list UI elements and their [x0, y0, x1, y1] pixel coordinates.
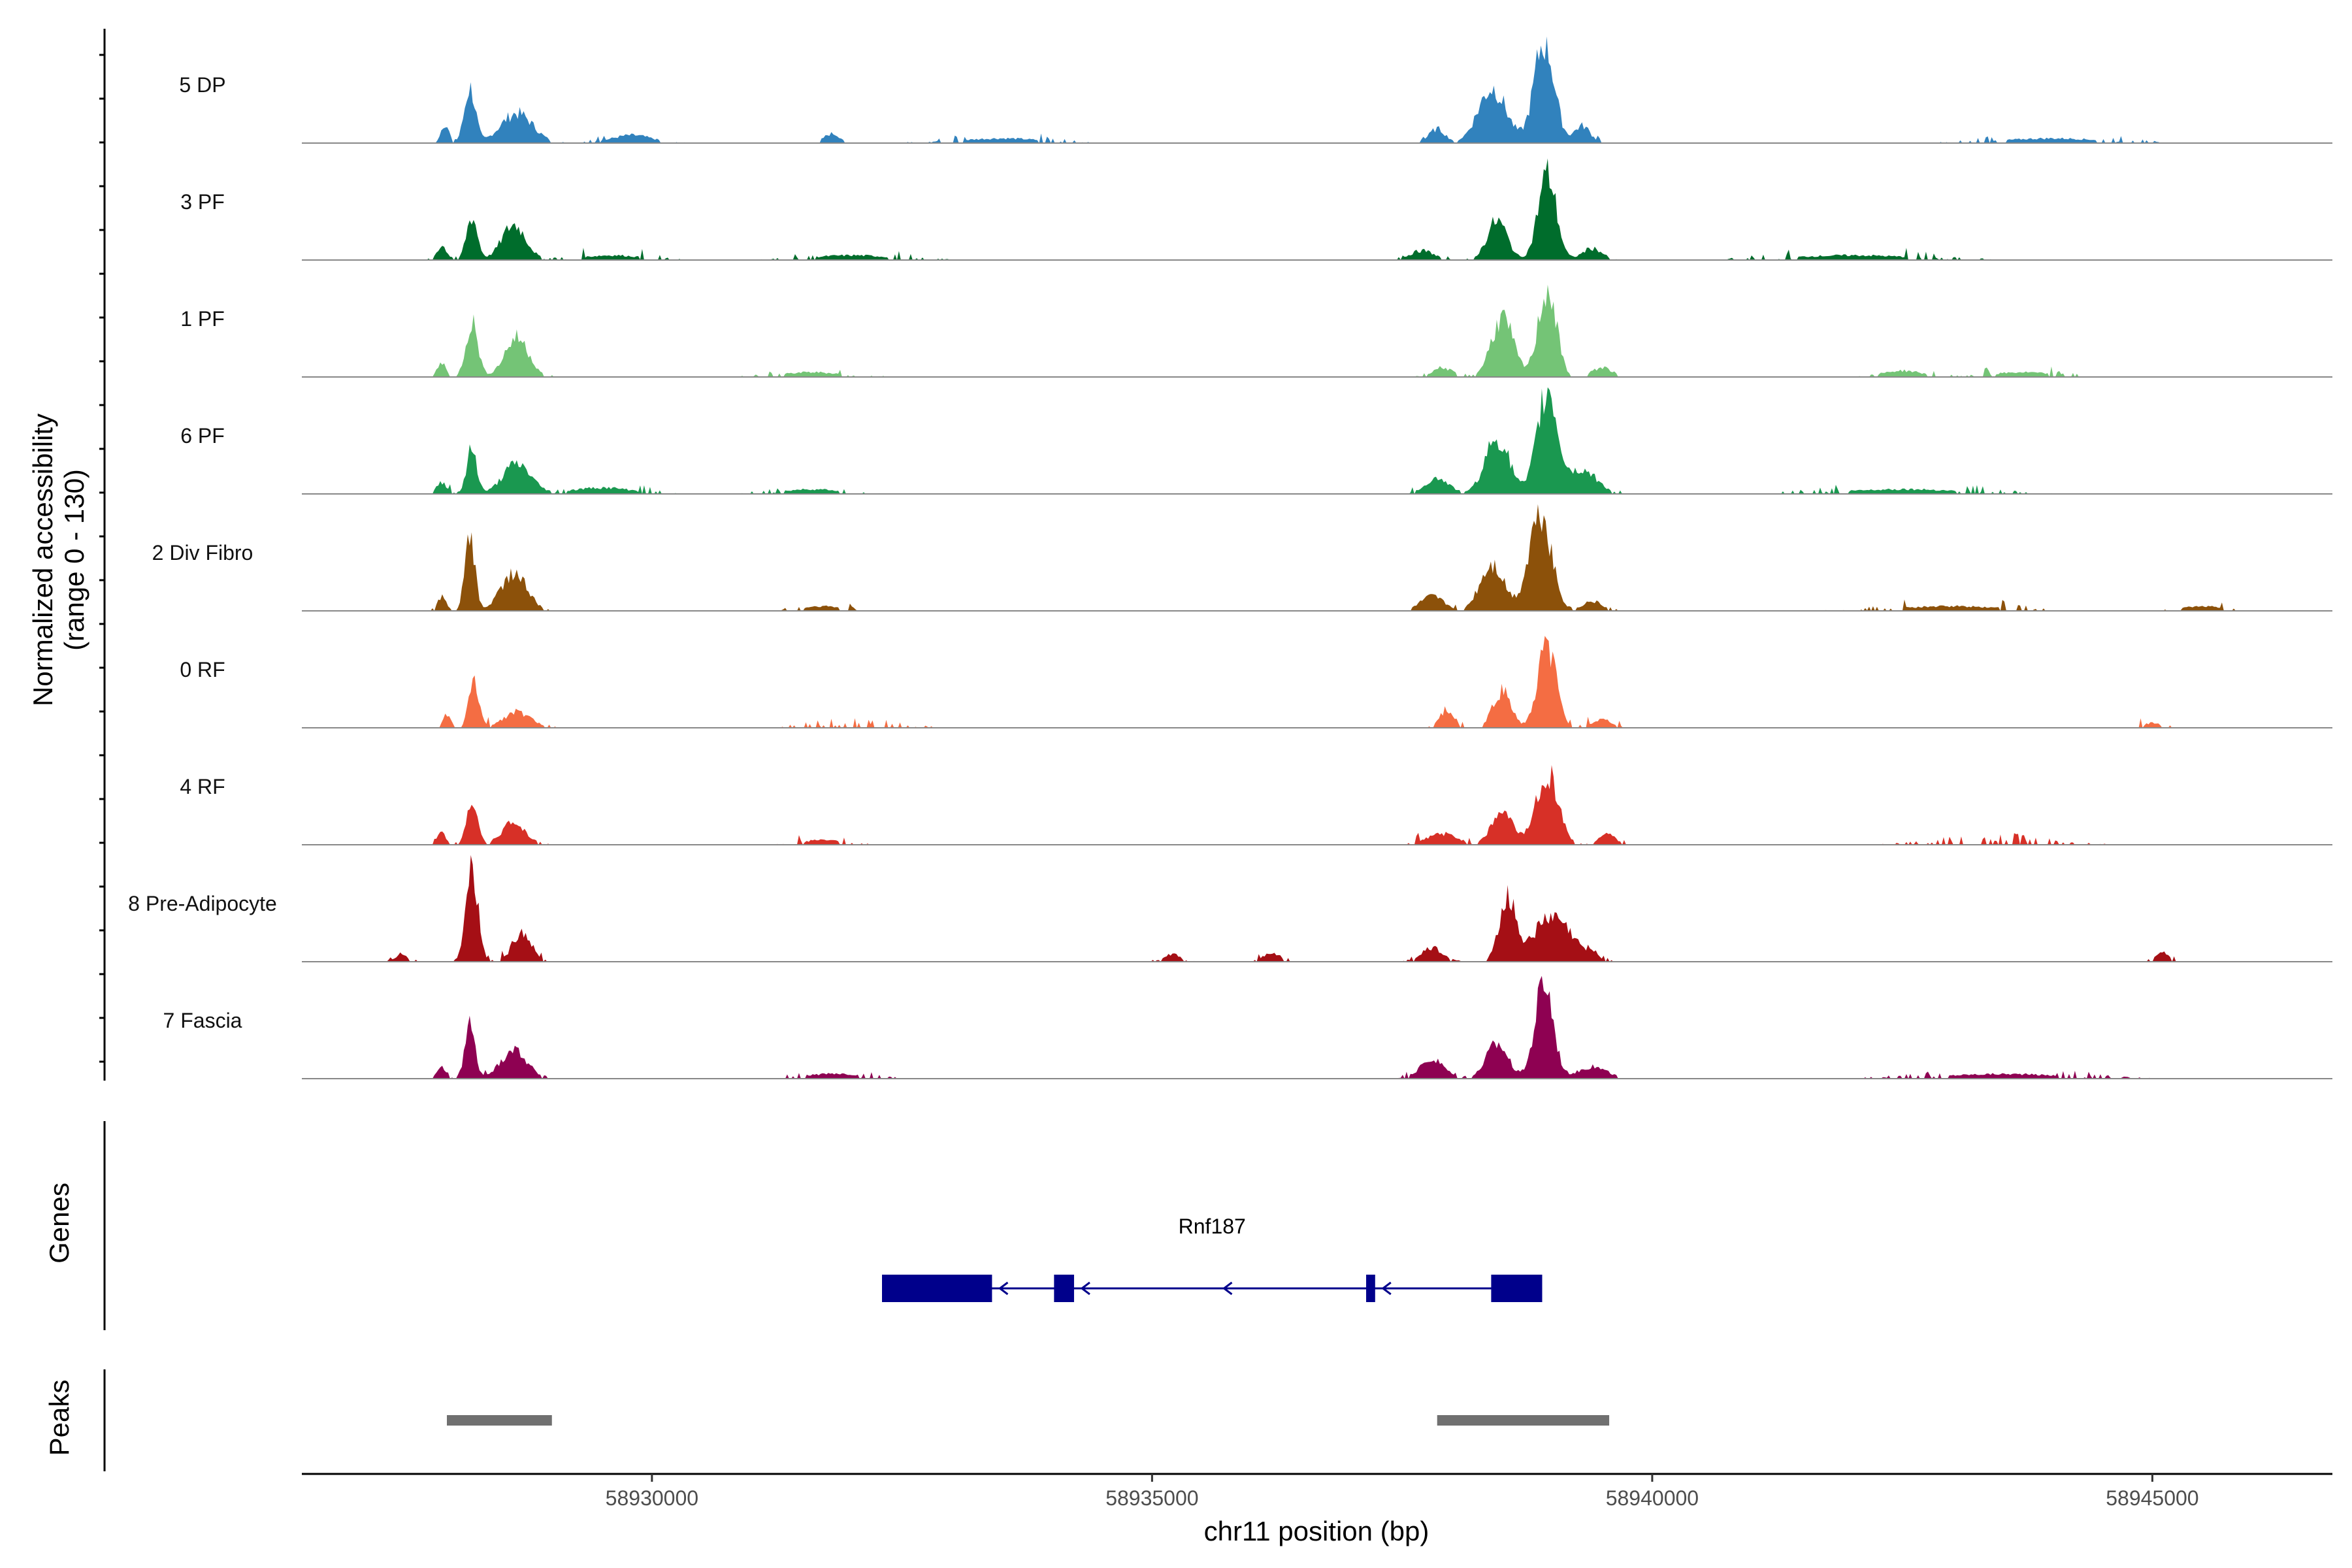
track-label: 4 RF	[180, 775, 225, 798]
peak-region	[1437, 1415, 1610, 1426]
coverage-area	[361, 387, 2242, 494]
x-tick-label: 58940000	[1606, 1486, 1699, 1510]
x-tick-label: 58930000	[606, 1486, 698, 1510]
coverage-area	[361, 504, 2242, 611]
strand-arrow	[1080, 1281, 1090, 1296]
gene-name: Rnf187	[1179, 1215, 1246, 1238]
track-3-pf: 3 PF	[180, 158, 2332, 261]
track-5-dp: 5 DP	[179, 36, 2332, 144]
strand-arrow	[1222, 1281, 1233, 1296]
track-label: 6 PF	[180, 424, 225, 448]
coverage-area	[361, 975, 2242, 1079]
genes-panel: Rnf187	[882, 1215, 1543, 1302]
track-6-pf: 6 PF	[180, 387, 2332, 495]
track-label: 5 DP	[179, 73, 225, 97]
gene-rnf187: Rnf187	[882, 1215, 1543, 1302]
track-label: 7 Fascia	[163, 1009, 242, 1032]
track-label: 8 Pre-Adipocyte	[128, 892, 277, 915]
peak-region	[447, 1415, 552, 1426]
strand-arrow	[998, 1281, 1009, 1296]
coverage-area	[367, 636, 2241, 728]
x-axis-title: chr11 position (bp)	[1204, 1516, 1429, 1546]
track-1-pf: 1 PF	[180, 284, 2332, 378]
track-2-div-fibro: 2 Div Fibro	[152, 504, 2332, 612]
coverage-area	[321, 855, 2241, 962]
genes-panel-title: Genes	[44, 1183, 74, 1264]
strand-arrow	[1381, 1281, 1392, 1296]
accessibility-tracks: 5 DP 3 PF 1 PF 6 PF 2 Div Fibro 0 RF 4 RF 8 Pre…	[128, 36, 2332, 1079]
coverage-area	[361, 158, 2242, 260]
peaks-panel-title: Peaks	[44, 1380, 74, 1456]
track-label: 1 PF	[180, 307, 225, 331]
track-0-rf: 0 RF	[180, 636, 2332, 728]
track-4-rf: 4 RF	[180, 765, 2332, 845]
track-label: 2 Div Fibro	[152, 541, 253, 564]
track-label: 3 PF	[180, 190, 225, 214]
gene-exon	[1366, 1275, 1375, 1302]
y-axis-title: Normalized accessibility	[27, 414, 58, 706]
track-label: 0 RF	[180, 658, 225, 681]
coverage-area	[361, 765, 2242, 845]
coverage-area	[361, 284, 2242, 377]
axes: 58930000 58935000 58940000 58945000	[99, 29, 2332, 1510]
y-axis-subtitle: (range 0 - 130)	[59, 469, 90, 651]
track-7-fascia: 7 Fascia	[163, 975, 2332, 1079]
gene-exon	[1491, 1275, 1543, 1302]
coverage-area	[365, 36, 2241, 143]
x-tick-label: 58945000	[2106, 1486, 2198, 1510]
track-8-pre-adipocyte: 8 Pre-Adipocyte	[128, 855, 2332, 962]
gene-exon	[1054, 1275, 1074, 1302]
x-tick-label: 58935000	[1105, 1486, 1198, 1510]
gene-exon	[882, 1275, 992, 1302]
peaks-panel	[447, 1415, 1610, 1426]
